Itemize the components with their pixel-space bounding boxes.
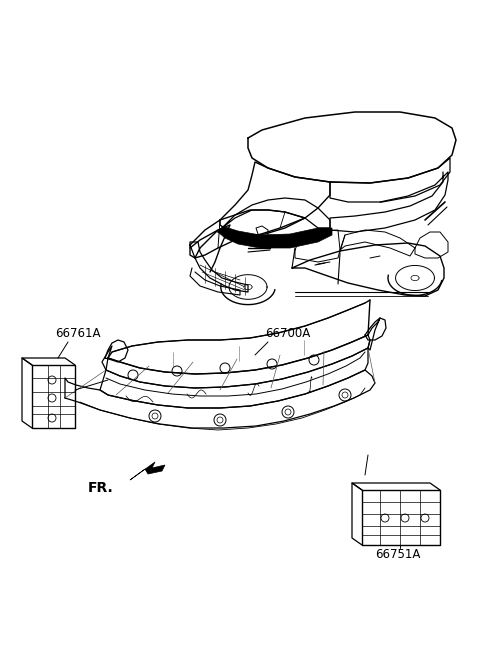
Text: 66761A: 66761A bbox=[55, 327, 100, 340]
Polygon shape bbox=[130, 462, 165, 480]
Text: 66700A: 66700A bbox=[265, 327, 310, 340]
Text: FR.: FR. bbox=[88, 481, 114, 495]
Text: 66751A: 66751A bbox=[375, 548, 420, 561]
Polygon shape bbox=[218, 227, 332, 248]
